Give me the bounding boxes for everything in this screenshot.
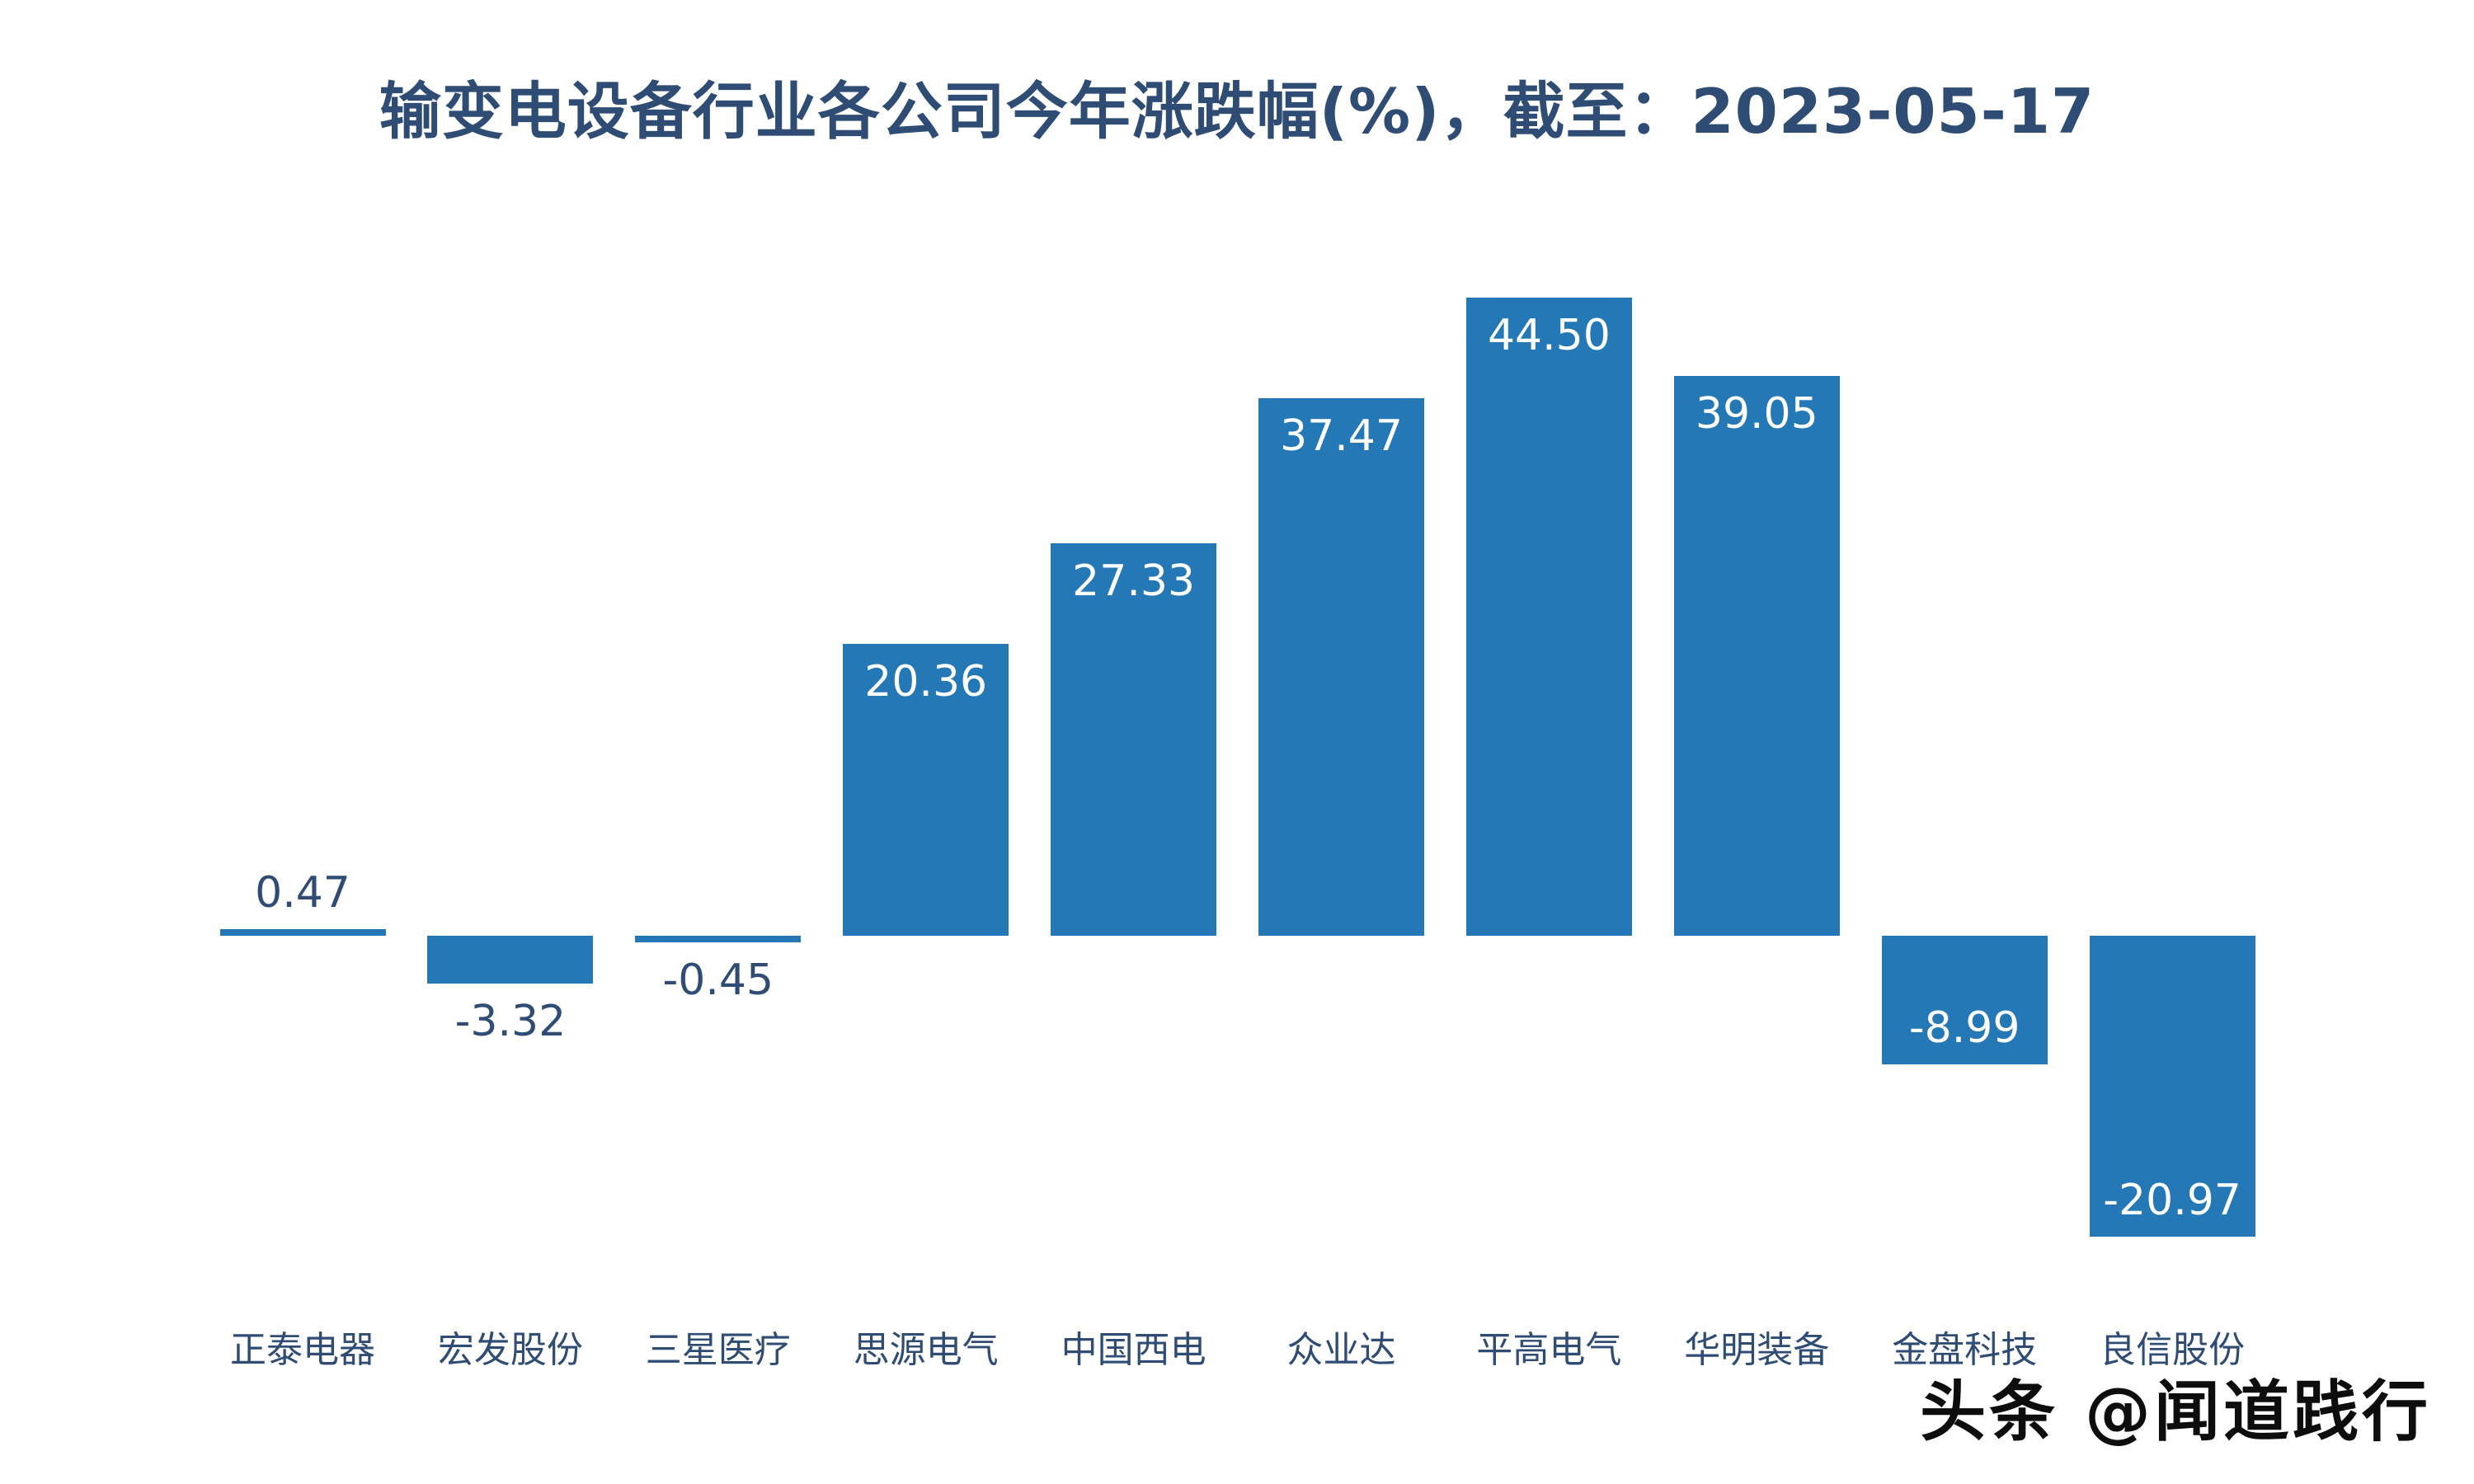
- bar-value-label: 44.50: [1487, 310, 1611, 360]
- x-axis-label: 金盘科技: [1892, 1329, 2038, 1371]
- bar-value-label: -3.32: [454, 996, 567, 1046]
- x-axis-label: 正泰电器: [230, 1329, 375, 1371]
- bar-value-label: -8.99: [1908, 1003, 2020, 1054]
- bar: [1258, 398, 1424, 936]
- bar: [2089, 936, 2255, 1237]
- bar: [1881, 936, 2048, 1065]
- x-axis-label: 众业达: [1286, 1329, 1396, 1371]
- bar-value-label: -0.45: [662, 955, 774, 1005]
- x-axis-label: 三星医疗: [645, 1329, 791, 1371]
- bar-value-label: 27.33: [1072, 556, 1196, 607]
- x-axis-label: 宏发股份: [437, 1329, 583, 1371]
- bar: [1673, 375, 1840, 936]
- bar-value-label: 39.05: [1695, 388, 1818, 439]
- bar-value-label: 20.36: [864, 656, 988, 707]
- bar: [219, 928, 386, 936]
- watermark: 头条 @闻道践行: [1920, 1374, 2431, 1450]
- x-axis-label: 思源电气: [853, 1329, 999, 1371]
- bar-value-label: -20.97: [2103, 1175, 2241, 1225]
- bar: [843, 643, 1009, 936]
- chart-title: 输变电设备行业各公司今年涨跌幅(%)，截至：2023-05-17: [379, 75, 2095, 148]
- bar: [427, 936, 594, 984]
- x-axis-label: 中国西电: [1061, 1329, 1206, 1371]
- bar: [635, 936, 802, 942]
- x-axis-label: 良信股份: [2100, 1329, 2246, 1371]
- x-axis-label: 平高电气: [1476, 1329, 1622, 1371]
- x-axis-label: 华明装备: [1684, 1329, 1830, 1371]
- bar: [1051, 543, 1217, 936]
- bar: [1465, 297, 1632, 936]
- bar-value-label: 0.47: [255, 867, 350, 918]
- bar-value-label: 37.47: [1280, 411, 1403, 462]
